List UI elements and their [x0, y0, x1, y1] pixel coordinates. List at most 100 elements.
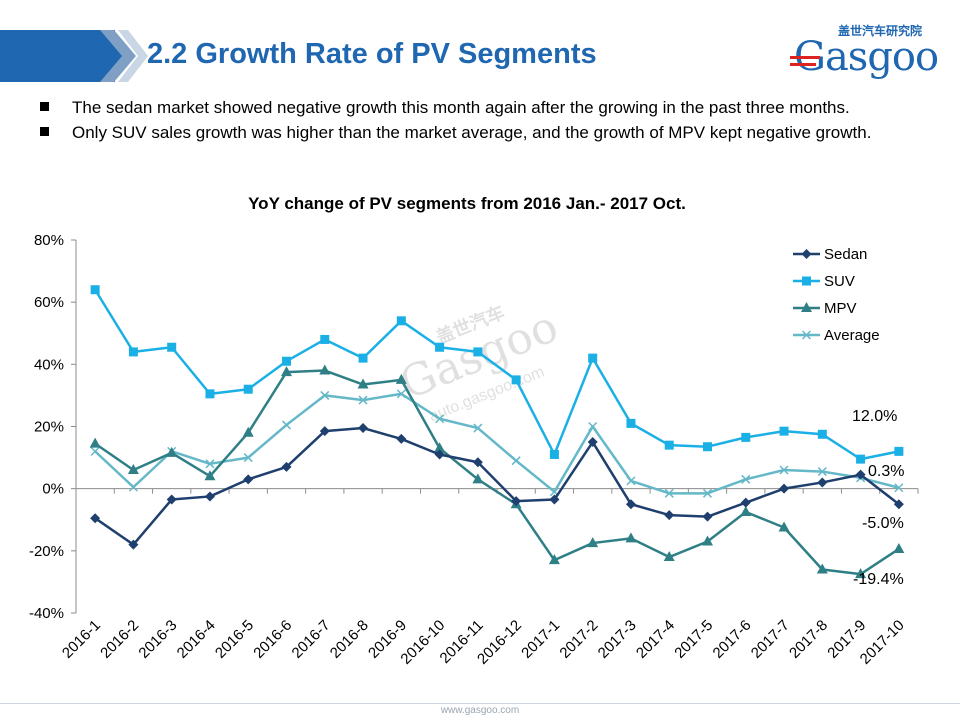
sedan-data-point [702, 511, 713, 522]
mpv-data-point [625, 532, 637, 543]
y-tick-label: 80% [34, 232, 64, 249]
x-marker-stroke [205, 459, 215, 469]
y-tick-label: 0% [42, 481, 64, 498]
sedan-data-point [281, 461, 292, 472]
x-tick-label: 2017-4 [633, 617, 678, 662]
x-marker-stroke [396, 389, 406, 399]
sedan-data-point [893, 499, 904, 510]
page-title: 2.2 Growth Rate of PV Segments [147, 38, 597, 70]
mpv-data-point [319, 364, 331, 375]
x-marker-stroke [779, 465, 789, 475]
bullet-square-icon [40, 102, 49, 111]
average-data-point [128, 482, 138, 492]
suv-data-point [205, 389, 215, 399]
y-tick-label: 60% [34, 294, 64, 311]
suv-data-point [435, 342, 445, 352]
mpv-data-point [702, 535, 713, 546]
sedan-data-point [511, 496, 522, 507]
legend-suv-marker [802, 276, 811, 286]
x-tick-label: 2017-1 [518, 617, 563, 662]
suv-data-point [588, 353, 598, 363]
suv-data-point [473, 347, 483, 357]
x-tick-label: 2016-8 [327, 617, 372, 662]
suv-data-point [703, 442, 712, 452]
average-data-point [90, 446, 100, 456]
legend-mpv-marker [801, 302, 812, 312]
suv-data-point [243, 384, 253, 394]
logo-stripe [790, 63, 816, 66]
x-tick-label: 2016-5 [212, 617, 257, 662]
average-data-point [664, 488, 674, 498]
sedan-data-point [549, 494, 560, 505]
mpv-series-line [94, 369, 900, 576]
bullet-item: The sedan market showed negative growth … [40, 96, 912, 119]
average-data-point [894, 483, 904, 493]
suv-series-line [94, 289, 900, 461]
bullet-square-icon [40, 127, 49, 136]
average-data-point [205, 459, 215, 469]
x-marker-stroke [281, 420, 292, 430]
suv-data-point [511, 375, 521, 385]
x-tick-label: 2017-7 [748, 617, 793, 662]
average-data-point [588, 421, 598, 432]
bullet-text: The sedan market showed negative growth … [72, 98, 850, 117]
sedan-data-point [587, 437, 598, 448]
x-marker-stroke [626, 476, 636, 486]
mpv-data-point [89, 437, 101, 448]
suv-data-point [282, 356, 291, 366]
y-tick-label: -20% [29, 543, 64, 560]
sedan-data-point [90, 513, 101, 524]
x-marker-stroke [588, 421, 598, 432]
mpv-data-point [242, 426, 254, 437]
x-marker-stroke [90, 446, 100, 456]
legend-average-label: Average [824, 327, 880, 344]
sedan-data-point [664, 510, 675, 521]
x-marker-stroke [664, 488, 674, 498]
y-tick-label: 20% [34, 419, 64, 436]
legend-sedan-label: Sedan [824, 246, 867, 263]
x-tick-label: 2016-7 [289, 617, 334, 662]
data-annotation: 12.0% [852, 408, 897, 425]
mpv-data-point [166, 446, 178, 457]
x-marker-stroke [358, 395, 368, 405]
mpv-data-point [472, 473, 484, 484]
average-data-point [511, 456, 521, 466]
bullet-list: The sedan market showed negative growth … [40, 96, 912, 146]
x-marker-stroke [801, 330, 812, 340]
mpv-data-point [855, 568, 867, 579]
sedan-data-point [204, 491, 215, 502]
mpv-data-point [357, 378, 369, 389]
x-marker-stroke [128, 482, 138, 492]
suv-data-point [549, 449, 559, 459]
sedan-data-point [855, 469, 866, 480]
legend-suv-label: SUV [824, 273, 855, 290]
sedan-data-point [166, 494, 177, 505]
suv-data-point [817, 429, 827, 439]
suv-data-point [856, 454, 866, 464]
sedan-series-line [94, 426, 900, 546]
sedan-data-point [817, 477, 828, 488]
x-marker-stroke [435, 414, 445, 424]
mpv-data-point [587, 537, 599, 548]
sedan-data-point [243, 474, 254, 485]
legend-average-marker [801, 330, 812, 340]
mpv-data-point [127, 464, 139, 475]
x-tick-label: 2017-6 [710, 617, 755, 662]
sedan-data-point [319, 426, 330, 437]
x-tick-label: 2017-3 [595, 617, 640, 662]
average-data-point [473, 423, 483, 433]
suv-data-point [320, 334, 330, 344]
y-tick-label: 40% [34, 356, 64, 373]
bullet-item: Only SUV sales growth was higher than th… [40, 121, 912, 144]
suv-data-point [664, 440, 674, 450]
x-marker-stroke [320, 390, 330, 400]
x-marker-stroke [702, 488, 713, 498]
x-marker-stroke [894, 483, 904, 493]
x-tick-label: 2016-4 [174, 617, 219, 662]
x-marker-stroke [741, 474, 751, 484]
data-annotation: -5.0% [862, 515, 904, 532]
suv-data-point [894, 446, 904, 456]
average-data-point [626, 476, 636, 486]
suv-data-point [90, 285, 100, 295]
mpv-data-point [548, 554, 560, 565]
